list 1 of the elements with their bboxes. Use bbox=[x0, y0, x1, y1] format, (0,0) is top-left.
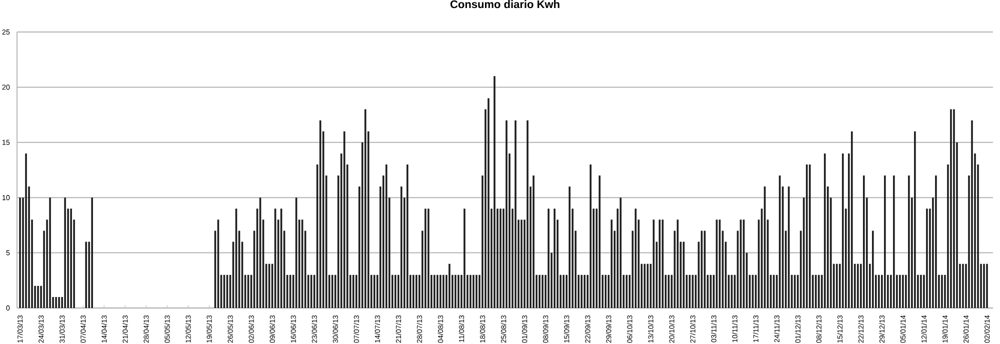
chart-title: Consumo diario Kwh bbox=[450, 0, 560, 8]
